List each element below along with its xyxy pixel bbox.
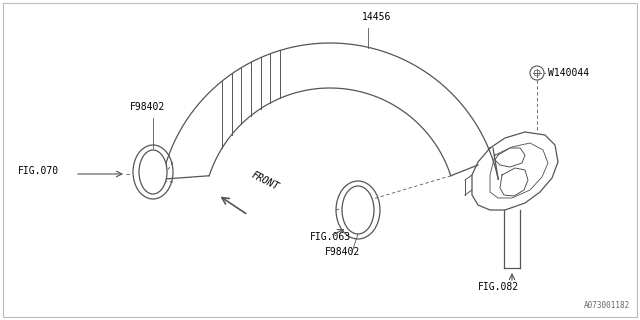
Ellipse shape [336,181,380,239]
Text: FIG.082: FIG.082 [478,282,519,292]
Text: FIG.070: FIG.070 [18,166,59,176]
Text: FIG.063: FIG.063 [310,232,351,242]
Text: 14456: 14456 [362,12,392,22]
Text: F98402: F98402 [130,102,165,112]
Text: W140044: W140044 [548,68,589,78]
Ellipse shape [342,186,374,234]
Text: F98402: F98402 [325,247,360,257]
Text: A073001182: A073001182 [584,301,630,310]
Text: FRONT: FRONT [250,170,281,192]
Ellipse shape [139,150,167,194]
